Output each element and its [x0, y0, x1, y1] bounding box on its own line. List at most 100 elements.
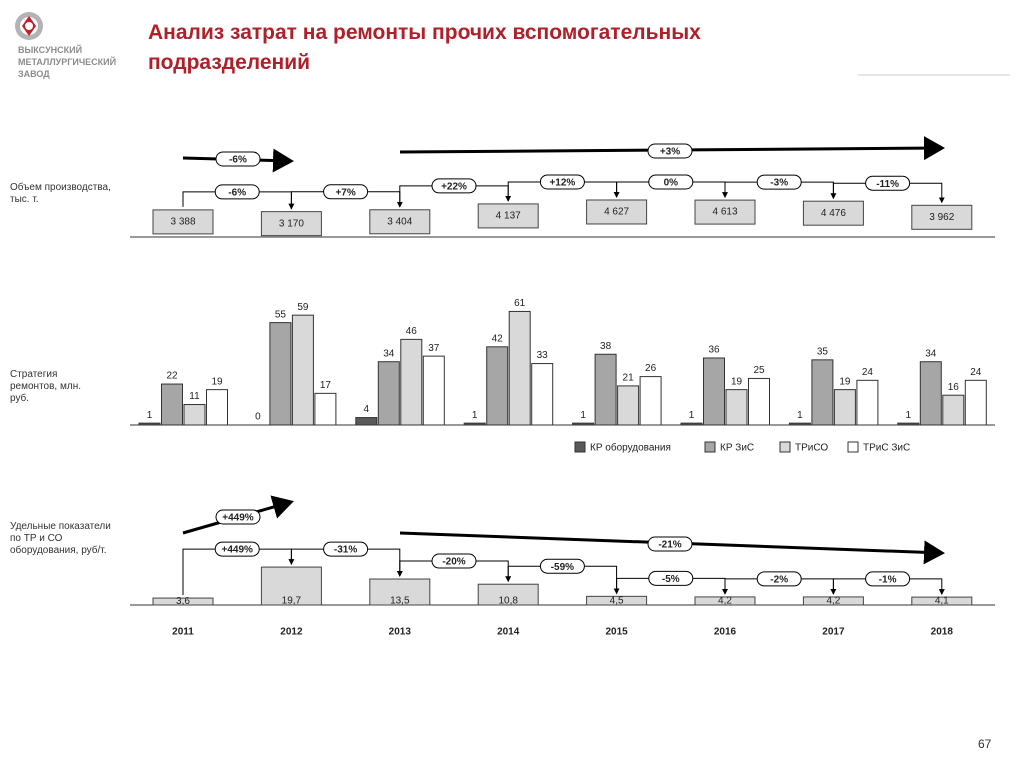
bar — [355, 417, 378, 426]
bar-label: 24 — [862, 367, 874, 378]
value-box — [260, 211, 322, 237]
value-box — [152, 209, 214, 235]
bar-label: 0 — [255, 412, 261, 423]
value-label: 4,5 — [610, 596, 624, 607]
bar-label: 1 — [580, 410, 586, 421]
bar-label: 19 — [839, 376, 851, 387]
bar — [183, 404, 206, 426]
change-badge — [539, 174, 585, 190]
bar — [725, 389, 748, 426]
bar-label: 1 — [472, 410, 478, 421]
row-label: Стратегия ремонтов, млн. руб. — [10, 369, 81, 404]
change-badge — [215, 151, 261, 167]
legend-swatch — [847, 441, 859, 453]
legend-swatch — [574, 441, 586, 453]
value-box — [260, 566, 322, 606]
bar-label: 4 — [364, 404, 370, 415]
year-label: 2013 — [389, 627, 412, 638]
value-label: 4 627 — [604, 207, 629, 218]
change-label: -59% — [551, 562, 574, 573]
change-label: 0% — [664, 178, 679, 189]
logo-text: ВЫКСУНСКИЙ МЕТАЛЛУРГИЧЕСКИЙ ЗАВОД — [18, 44, 116, 80]
change-label: +449% — [222, 513, 254, 524]
change-badge — [756, 571, 802, 587]
bar — [811, 359, 834, 426]
change-label: -6% — [229, 155, 247, 166]
value-box — [477, 583, 539, 606]
change-badge — [647, 536, 693, 552]
logo-line: ВЫКСУНСКИЙ — [18, 45, 83, 55]
bar — [463, 422, 486, 426]
change-label: +449% — [221, 545, 253, 556]
slide-title: Анализ затрат на ремонты прочих вспомога… — [148, 21, 701, 74]
bar-label: 11 — [189, 391, 200, 402]
bar — [833, 389, 856, 426]
logo-line: МЕТАЛЛУРГИЧЕСКИЙ — [18, 57, 117, 67]
change-badge — [865, 175, 911, 191]
bar-label: 55 — [275, 309, 287, 320]
bar — [617, 385, 640, 426]
value-box — [802, 596, 864, 606]
value-box — [586, 199, 648, 225]
bar-label: 1 — [147, 410, 153, 421]
value-label: 4,1 — [935, 596, 949, 607]
change-badge — [323, 184, 369, 200]
value-label: 13,5 — [390, 596, 410, 607]
bar — [572, 422, 595, 426]
bar — [897, 422, 920, 426]
bar-label: 25 — [753, 365, 765, 376]
change-label: -21% — [658, 540, 681, 551]
bar — [422, 355, 445, 426]
bar — [942, 394, 965, 426]
value-label: 3 388 — [170, 217, 195, 228]
bar — [856, 379, 879, 426]
value-box — [369, 578, 431, 606]
change-badge — [648, 174, 694, 190]
year-label: 2017 — [822, 627, 845, 638]
logo-line: ЗАВОД — [18, 69, 50, 79]
change-badge — [647, 143, 693, 159]
bar-label: 37 — [428, 343, 440, 354]
value-label: 19,7 — [282, 596, 302, 607]
change-badge — [431, 178, 477, 194]
value-label: 3 404 — [387, 216, 412, 227]
bar — [919, 361, 942, 426]
value-label: 3,6 — [176, 596, 190, 607]
bar-label: 36 — [708, 345, 720, 356]
bar-label: 1 — [797, 410, 803, 421]
year-label: 2011 — [172, 627, 194, 638]
value-box — [911, 596, 973, 606]
change-label: -3% — [770, 178, 788, 189]
bar — [748, 377, 770, 426]
bar — [291, 314, 314, 426]
change-label: -11% — [876, 179, 899, 190]
change-label: -5% — [662, 574, 680, 585]
bar-label: 61 — [514, 298, 526, 309]
bar-label: 38 — [600, 341, 612, 352]
change-label: -31% — [334, 545, 357, 556]
bar-label: 35 — [817, 346, 829, 357]
bar — [531, 363, 554, 426]
bar — [594, 353, 617, 426]
change-badge — [323, 541, 369, 557]
change-badge — [215, 509, 261, 525]
year-label: 2014 — [497, 627, 520, 638]
change-label: +12% — [549, 178, 575, 189]
bar-label: 59 — [297, 302, 309, 313]
value-label: 4 613 — [712, 207, 737, 218]
bar-label: 19 — [211, 376, 223, 387]
year-label: 2018 — [931, 627, 954, 638]
value-label: 3 170 — [279, 218, 304, 229]
bar-label: 42 — [492, 333, 504, 344]
change-label: -6% — [228, 188, 246, 199]
change-label: +3% — [660, 147, 680, 158]
bar-label: 19 — [731, 376, 743, 387]
change-label: +22% — [441, 182, 467, 193]
change-badge — [431, 553, 477, 569]
value-label: 4 476 — [821, 208, 846, 219]
change-badge — [214, 541, 260, 557]
bar-label: 34 — [383, 348, 395, 359]
row-label: Объем производства, тыс. т. — [10, 182, 111, 205]
bar — [788, 422, 811, 426]
